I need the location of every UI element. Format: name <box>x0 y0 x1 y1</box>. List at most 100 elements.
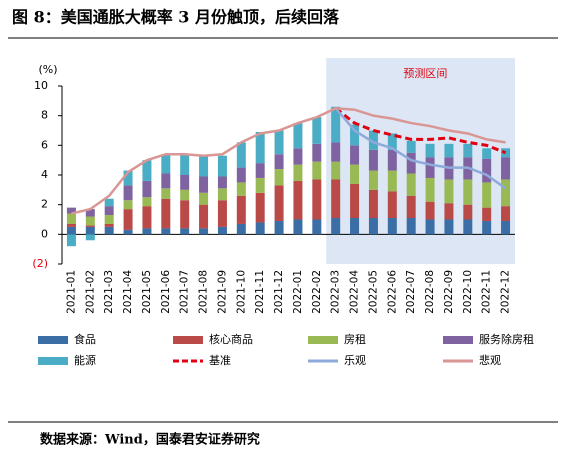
bar-segment <box>368 170 378 190</box>
x-tick-label: 2022-05 <box>367 270 379 314</box>
bar-segment <box>104 198 114 207</box>
bar-segment <box>312 179 322 220</box>
bar-segment <box>463 143 473 158</box>
bar-segment <box>274 154 284 170</box>
x-tick-label: 2021-06 <box>160 270 172 314</box>
bar-segment <box>463 204 473 220</box>
bar-segment <box>199 155 209 177</box>
bar-segment <box>236 142 246 168</box>
bar-segment <box>387 191 397 219</box>
bar-segment <box>104 206 114 216</box>
bar-segment <box>293 164 303 181</box>
x-tick-label: 2022-01 <box>292 270 304 314</box>
bar-segment <box>123 209 133 230</box>
bar-segment <box>312 219 322 235</box>
bar-segment <box>387 170 397 192</box>
bar-segment <box>331 106 341 143</box>
y-tick-label: 6 <box>41 138 48 151</box>
x-tick-label: 2022-09 <box>443 270 455 314</box>
bar-segment <box>217 200 227 227</box>
bar-segment <box>236 167 246 183</box>
bar-segment <box>142 228 152 235</box>
bar-segment <box>425 219 435 235</box>
bar-segment <box>66 223 76 227</box>
bar-segment <box>180 200 190 229</box>
bar-segment <box>66 207 76 214</box>
bar-segment <box>255 131 265 164</box>
bar-segment <box>217 155 227 177</box>
bar-segment <box>161 154 171 174</box>
bar-segment <box>85 209 95 217</box>
x-tick-label: 2022-11 <box>481 270 493 314</box>
bar-segment <box>482 220 492 235</box>
bar-segment <box>368 189 378 219</box>
bar-segment <box>142 180 152 198</box>
bar-segment <box>312 161 322 180</box>
bar-segment <box>444 179 454 204</box>
bar-segment <box>350 218 360 235</box>
bar-segment <box>66 213 76 224</box>
bar-segment <box>482 148 492 159</box>
x-tick-label: 2022-07 <box>405 270 417 314</box>
x-tick-label: 2021-08 <box>198 270 210 314</box>
bar-segment <box>236 182 246 196</box>
bar-segment <box>501 220 511 235</box>
x-tick-label: 2022-10 <box>462 270 474 314</box>
bar-segment <box>199 192 209 205</box>
legend-label: 房租 <box>344 333 366 346</box>
bar-segment <box>406 152 416 174</box>
bar-segment <box>463 179 473 205</box>
bar-segment <box>104 223 114 227</box>
x-tick-label: 2022-12 <box>500 270 512 314</box>
bar-segment <box>387 218 397 235</box>
y-tick-label: 8 <box>41 109 48 122</box>
bar-segment <box>368 130 378 150</box>
bar-segment <box>331 218 341 235</box>
legend-label: 悲观 <box>479 353 501 367</box>
bar-segment <box>123 170 133 186</box>
y-tick-label: 10 <box>34 79 48 92</box>
bar-segment <box>331 142 341 162</box>
x-tick-label: 2021-03 <box>103 270 115 314</box>
bar-segment <box>161 188 171 199</box>
x-tick-label: 2021-05 <box>141 270 153 314</box>
x-tick-label: 2022-08 <box>424 270 436 314</box>
legend-swatch <box>38 357 68 365</box>
bar-segment <box>482 182 492 208</box>
legend-label: 食品 <box>74 332 96 346</box>
bar-segment <box>274 169 284 186</box>
bar-segment <box>161 228 171 235</box>
bar-segment <box>350 183 360 219</box>
bar-segment <box>142 206 152 229</box>
bar-segment <box>180 189 190 201</box>
bar-segment <box>217 176 227 189</box>
bar-segment <box>142 197 152 207</box>
bar-segment <box>104 215 114 224</box>
bar-segment <box>123 200 133 210</box>
bar-segment <box>387 133 397 150</box>
bar-segment <box>66 226 76 235</box>
bar-segment <box>350 145 360 165</box>
bar-segment <box>180 175 190 190</box>
bar-segment <box>293 148 303 165</box>
x-tick-label: 2021-10 <box>235 270 247 314</box>
legend-swatch <box>38 336 68 344</box>
y-tick-label: 2 <box>41 198 48 211</box>
bar-segment <box>312 143 322 162</box>
bar-segment <box>482 207 492 221</box>
bar-segment <box>501 157 511 180</box>
bar-segment <box>236 223 246 235</box>
bar-segment <box>501 206 511 221</box>
bar-segment <box>368 218 378 235</box>
bar-segment <box>331 161 341 180</box>
y-unit: (%) <box>38 63 57 76</box>
bar-segment <box>161 173 171 189</box>
bar-segment <box>444 143 454 158</box>
y-tick-label: (2) <box>32 257 48 270</box>
bar-segment <box>255 177 265 193</box>
x-tick-label: 2022-02 <box>311 270 323 314</box>
bar-segment <box>350 164 360 184</box>
bar-segment <box>104 226 114 235</box>
x-tick-label: 2021-04 <box>122 270 134 314</box>
chart-title: 图 8：美国通胀大概率 3 月份触顶，后续回落 <box>12 8 340 27</box>
